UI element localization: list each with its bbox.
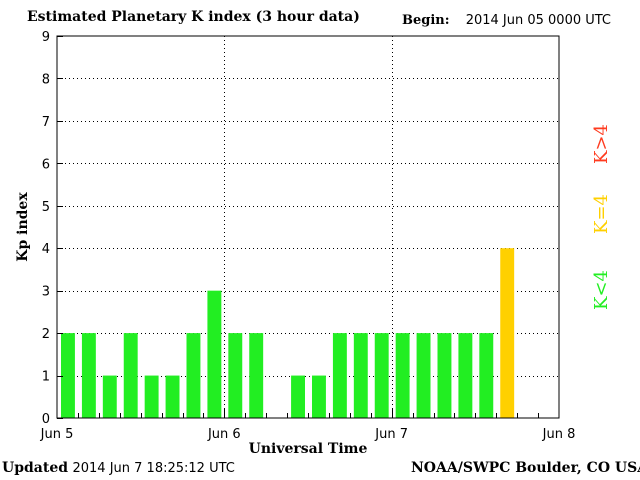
kp-bar — [81, 333, 96, 418]
kp-bar — [395, 333, 410, 418]
kp-bar — [102, 375, 117, 418]
kp-bar — [228, 333, 243, 418]
x-tick-label: Jun 8 — [542, 427, 576, 442]
kp-bar — [458, 333, 473, 418]
begin-label: Begin: — [402, 13, 450, 28]
axis-ticks — [57, 36, 539, 419]
kp-bar — [291, 375, 305, 418]
y-tick-label: 4 — [42, 242, 50, 257]
kp-bar — [416, 333, 431, 418]
y-tick-label: 3 — [42, 285, 50, 300]
x-axis-title: Universal Time — [249, 441, 368, 457]
credit-text: NOAA/SWPC Boulder, CO USA — [411, 460, 640, 476]
kp-bar — [61, 333, 75, 418]
kp-bar — [353, 333, 368, 418]
y-tick-label: 2 — [42, 327, 50, 342]
updated-value: 2014 Jun 7 18:25:12 UTC — [72, 461, 235, 476]
kp-bar — [207, 290, 222, 418]
legend-k-equal-4: K=4 — [591, 194, 612, 234]
y-tick-label: 1 — [42, 370, 50, 385]
begin-info: Begin: 2014 Jun 05 0000 UTC — [402, 14, 611, 27]
kp-bar — [249, 333, 264, 418]
kp-bar — [437, 333, 452, 418]
kp-bar — [374, 333, 389, 418]
kp-bar — [332, 333, 347, 418]
bar-series — [61, 248, 515, 418]
kp-bar — [312, 375, 326, 418]
x-tick-label: Jun 6 — [207, 427, 241, 442]
y-tick-label: 7 — [42, 115, 50, 130]
legend-k-less-4: K<4 — [591, 270, 612, 310]
y-tick-label: 8 — [42, 72, 50, 87]
x-tick-label: Jun 7 — [374, 427, 408, 442]
kp-bar — [123, 333, 138, 418]
y-axis-title: Kp index — [15, 192, 31, 262]
y-tick-label: 5 — [42, 200, 50, 215]
kp-bar — [186, 333, 201, 418]
kp-bar — [500, 248, 515, 418]
y-tick-label: 6 — [42, 157, 50, 172]
chart-title: Estimated Planetary K index (3 hour data… — [27, 9, 360, 25]
legend-k-greater-4: K>4 — [591, 124, 612, 164]
x-tick-label: Jun 5 — [40, 427, 74, 442]
updated-info: Updated 2014 Jun 7 18:25:12 UTC — [2, 461, 235, 475]
y-tick-label: 9 — [42, 30, 50, 45]
legend: K>4 K=4 K<4 — [591, 124, 612, 310]
updated-label: Updated — [2, 460, 69, 476]
x-tick-labels: Jun 5 Jun 6 Jun 7 Jun 8 — [40, 427, 576, 442]
kp-bar — [165, 375, 180, 418]
y-tick-labels: 0 1 2 3 4 5 6 7 8 9 — [42, 30, 50, 427]
kp-bar — [479, 333, 494, 418]
begin-value: 2014 Jun 05 0000 UTC — [465, 13, 612, 28]
y-tick-label: 0 — [42, 412, 50, 427]
kp-bar — [144, 375, 159, 418]
